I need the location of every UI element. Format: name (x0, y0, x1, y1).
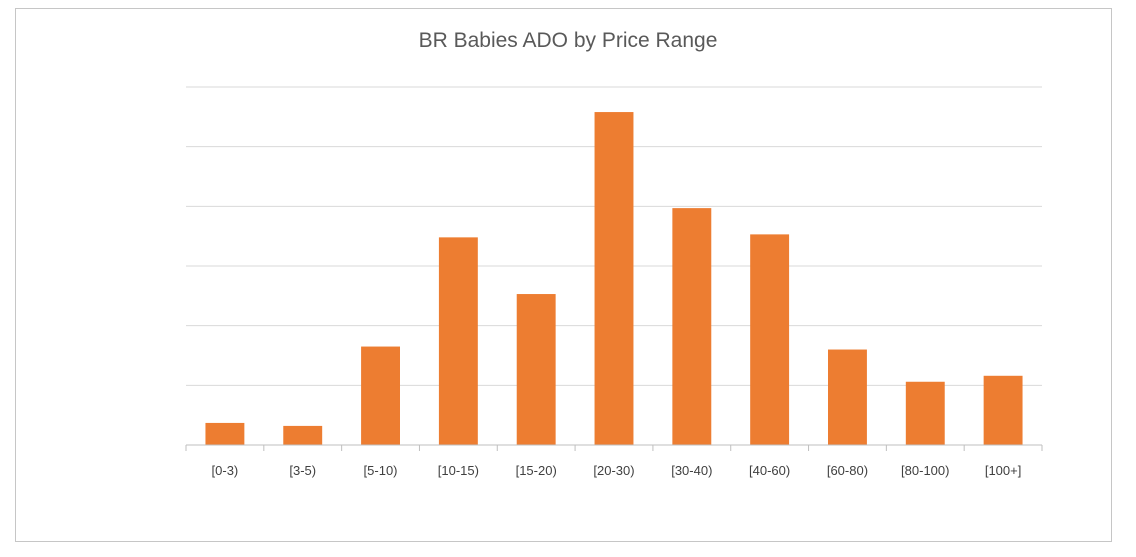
bar-30-40 (672, 208, 712, 445)
x-tick-label: [40-60) (749, 463, 790, 478)
bar-5-10 (361, 346, 400, 445)
x-tick-label: [0-3) (212, 463, 239, 478)
x-tick-label: [15-20) (516, 463, 557, 478)
x-tick-labels: [0-3) [3-5) [5-10) [10-15) [15-20) [20-30) [30… (212, 463, 1022, 478)
x-axis (185, 444, 1043, 451)
x-tick-label: [20-30) (593, 463, 634, 478)
x-tick-label: [100+] (985, 463, 1022, 478)
bar-20-30 (594, 112, 634, 445)
bars (205, 112, 1023, 445)
bar-40-60 (750, 234, 790, 445)
x-tick-label: [5-10) (364, 463, 398, 478)
bar-60-80 (828, 349, 867, 445)
x-tick-label: [3-5) (289, 463, 316, 478)
bar-10-15 (438, 237, 478, 445)
bar-3-5 (283, 425, 323, 445)
x-tick-label: [10-15) (438, 463, 479, 478)
bar-100+ (983, 375, 1023, 445)
chart-title: BR Babies ADO by Price Range (418, 29, 718, 52)
bar-0-3 (205, 422, 245, 445)
bar-15-20 (516, 294, 556, 445)
bar-80-100 (905, 381, 945, 445)
chart-frame (15, 8, 1112, 542)
x-tick-label: [80-100) (901, 463, 949, 478)
x-tick-label: [30-40) (671, 463, 712, 478)
x-tick-label: [60-80) (827, 463, 868, 478)
